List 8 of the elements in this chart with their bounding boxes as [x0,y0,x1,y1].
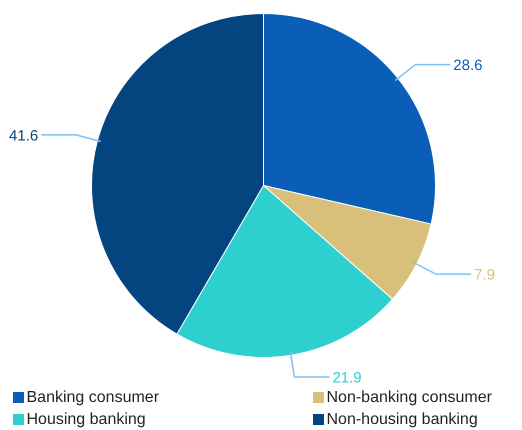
data-label: 41.6 [9,127,38,144]
legend-label: Housing banking [26,411,146,428]
legend-label: Non-banking consumer [326,389,493,406]
data-label: 21.9 [332,370,362,387]
legend-label: Non-housing banking [326,411,478,428]
data-label: 7.9 [474,266,495,284]
data-label: 28.6 [453,57,482,74]
legend-label: Banking consumer [26,389,160,406]
